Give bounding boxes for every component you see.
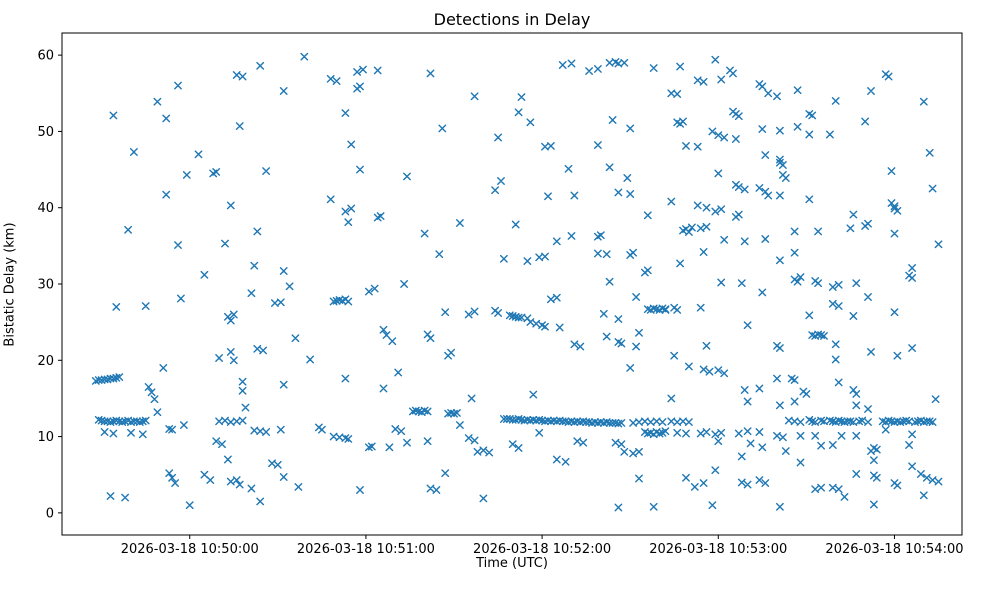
y-tick-label: 40 bbox=[37, 201, 54, 216]
x-tick-label: 2026-03-18 10:50:00 bbox=[121, 542, 259, 557]
y-tick-label: 20 bbox=[37, 354, 54, 369]
y-tick-label: 60 bbox=[37, 49, 54, 64]
x-tick-label: 2026-03-18 10:51:00 bbox=[297, 542, 435, 557]
plot-area bbox=[61, 32, 963, 536]
chart-title: Detections in Delay bbox=[433, 10, 591, 29]
y-tick-label: 30 bbox=[37, 278, 54, 293]
y-tick-label: 50 bbox=[37, 125, 54, 140]
x-tick-label: 2026-03-18 10:54:00 bbox=[825, 542, 963, 557]
x-axis-label: Time (UTC) bbox=[476, 556, 548, 571]
y-axis-label: Bistatic Delay (km) bbox=[2, 222, 18, 347]
x-tick-label: 2026-03-18 10:52:00 bbox=[473, 542, 611, 557]
x-tick-label: 2026-03-18 10:53:00 bbox=[649, 542, 787, 557]
y-tick-label: 0 bbox=[46, 506, 54, 521]
y-tick-label: 10 bbox=[37, 430, 54, 445]
data-points bbox=[91, 52, 943, 512]
